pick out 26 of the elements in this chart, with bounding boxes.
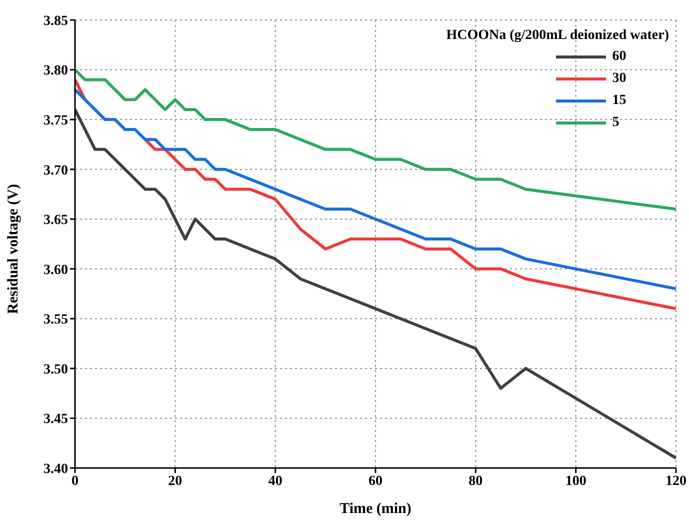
y-tick-label: 3.60 [44,262,68,278]
legend-label: 5 [612,115,620,131]
y-tick-label: 3.45 [44,412,68,428]
y-tick-label: 3.75 [44,114,68,129]
legend-title: HCOONa (g/200mL deionized water) [446,28,669,44]
y-tick-label: 3.85 [44,14,68,29]
y-tick-label: 3.40 [44,462,68,477]
legend-label: 30 [612,71,626,87]
legend-label: 15 [612,93,626,109]
y-tick-label: 3.55 [44,312,68,328]
y-tick-label: 3.65 [44,213,68,228]
x-tick-label: 0 [72,474,78,489]
y-tick-label: 3.80 [44,64,68,79]
x-tick-label: 40 [268,474,282,489]
x-tick-label: 20 [168,474,182,489]
line-series [75,108,676,460]
x-tick-label: 60 [368,474,382,489]
x-tick-label: 100 [565,474,586,489]
legend-label: 60 [612,49,626,65]
y-axis-title: Residual voltage (V) [5,184,22,314]
x-tick-label: 120 [666,474,686,489]
y-tick-label: 3.70 [44,163,68,178]
line-series [75,68,676,211]
y-tick-label: 3.50 [44,362,68,378]
x-tick-label: 80 [468,474,483,489]
x-axis-title: Time (min) [340,501,412,517]
